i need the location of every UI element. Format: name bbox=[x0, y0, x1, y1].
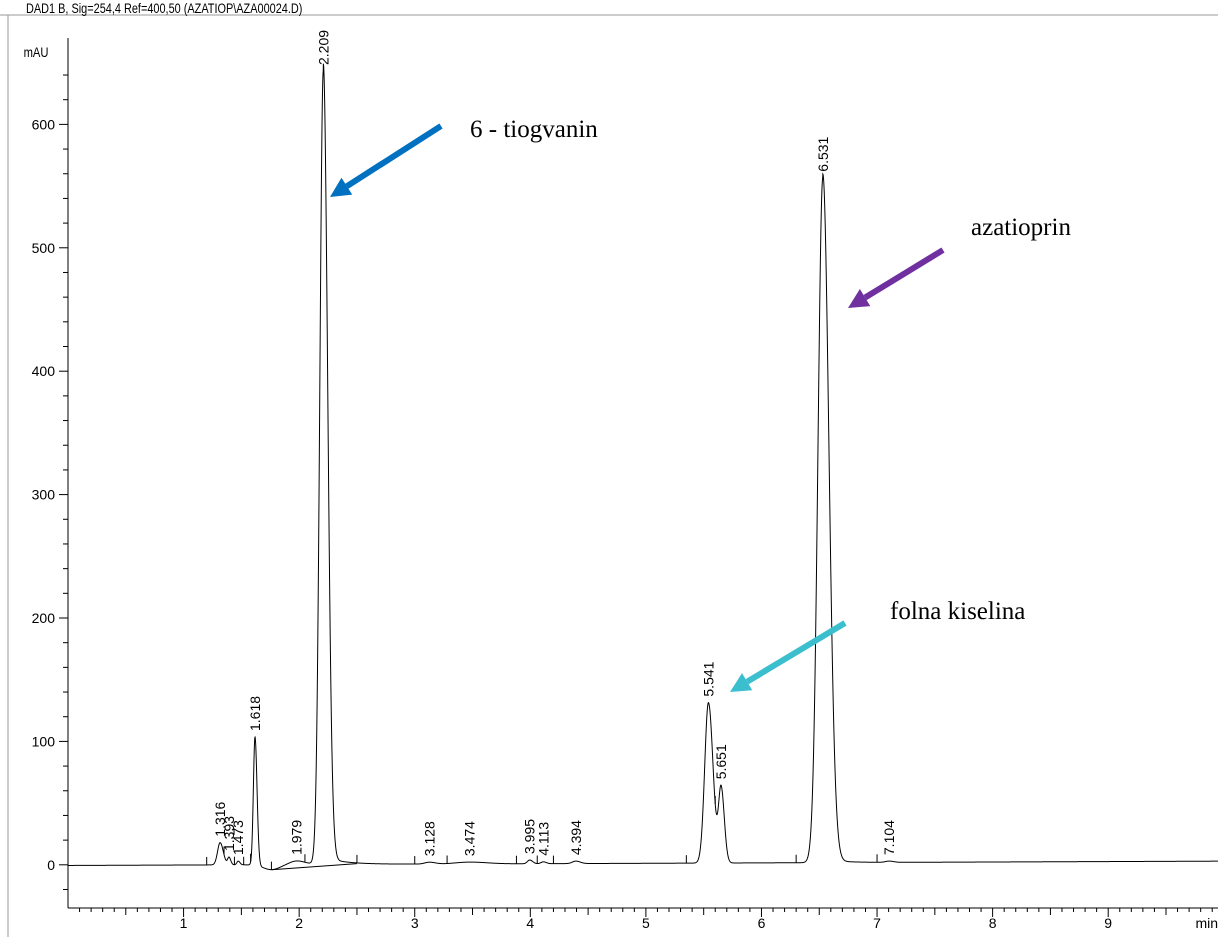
x-tick-label: 2 bbox=[295, 915, 303, 931]
peak-label: 5.541 bbox=[700, 661, 716, 696]
y-tick-label: 300 bbox=[32, 487, 56, 503]
x-tick-label: 8 bbox=[989, 915, 997, 931]
y-tick-label: 0 bbox=[47, 857, 55, 873]
y-tick-label: 500 bbox=[32, 240, 56, 256]
x-tick-label: 7 bbox=[873, 915, 881, 931]
peak-label: 7.104 bbox=[881, 820, 897, 855]
y-tick-label: 600 bbox=[32, 116, 56, 132]
peak-label: 3.128 bbox=[422, 821, 438, 856]
signal-trace bbox=[68, 63, 1218, 871]
peak-label: 4.113 bbox=[535, 822, 551, 856]
annotation-label: folna kiselina bbox=[890, 598, 1025, 625]
peak-label: 2.209 bbox=[315, 30, 331, 65]
peak-label: 4.394 bbox=[568, 820, 584, 855]
peak-label: 1.979 bbox=[289, 820, 305, 855]
x-tick-label: 3 bbox=[411, 915, 419, 931]
peak-label: 3.995 bbox=[522, 819, 538, 854]
peak-label: 1.393 bbox=[221, 816, 237, 851]
peak-label: 1.473 bbox=[230, 820, 246, 855]
annotation-arrow-head bbox=[330, 177, 353, 197]
x-axis-label: min bbox=[1195, 915, 1218, 931]
peak-label: 1.316 bbox=[212, 801, 228, 836]
peak-label: 5.651 bbox=[713, 744, 729, 779]
annotation-arrow-head bbox=[848, 289, 871, 308]
x-tick-label: 1 bbox=[180, 915, 188, 931]
x-tick-label: 6 bbox=[758, 915, 766, 931]
x-tick-label: 4 bbox=[526, 915, 534, 931]
y-axis-label: mAU bbox=[24, 45, 49, 60]
peak-label: 1.618 bbox=[247, 696, 263, 731]
integration-baseline bbox=[271, 863, 357, 871]
annotation-arrow-shaft bbox=[345, 123, 443, 189]
y-tick-label: 200 bbox=[32, 610, 56, 626]
y-tick-label: 100 bbox=[32, 733, 56, 749]
chart-title: DAD1 B, Sig=254,4 Ref=400,50 (AZATIOP\AZ… bbox=[26, 1, 302, 17]
annotation-arrow-shaft bbox=[745, 620, 847, 685]
y-tick-label: 400 bbox=[32, 363, 56, 379]
annotation-arrow-head bbox=[730, 673, 753, 692]
peak-label: 3.474 bbox=[462, 821, 478, 856]
peak-label: 6.531 bbox=[815, 136, 831, 171]
annotation-label: azatioprin bbox=[971, 214, 1071, 241]
annotation-label: 6 - tiogvanin bbox=[470, 116, 598, 143]
annotation-arrow-shaft bbox=[863, 247, 945, 301]
x-tick-label: 9 bbox=[1104, 915, 1112, 931]
x-tick-label: 5 bbox=[642, 915, 650, 931]
